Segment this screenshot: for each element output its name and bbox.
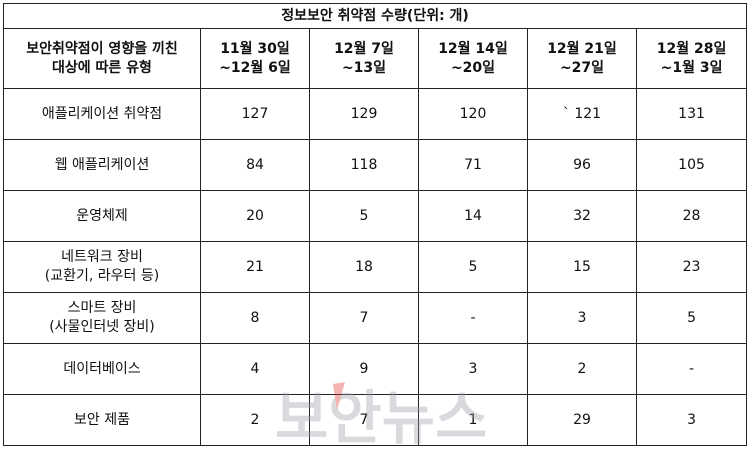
value-cell: 2 (200, 394, 310, 446)
value-cell: 3 (635, 394, 748, 446)
table-row: 보안 제품 2 7 1 29 3 (3, 394, 748, 446)
row-label-line: (교환기, 라우터 등) (44, 268, 160, 284)
value-cell: 127 (200, 88, 310, 140)
value-cell: 5 (418, 241, 528, 293)
value-cell: 9 (309, 343, 419, 395)
period-header: 11월 30일 ~12월 6일 (200, 28, 310, 89)
period-header: 12월 21일 ~27일 (527, 28, 637, 89)
value-cell: 7 (309, 394, 419, 446)
value-cell: 14 (418, 190, 528, 242)
value-cell: 131 (635, 88, 748, 140)
value-cell: 84 (200, 139, 310, 191)
table-row: 애플리케이션 취약점 127 129 120 ` 121 131 (3, 88, 748, 140)
value-cell: 3 (527, 292, 637, 344)
value-cell: 18 (309, 241, 419, 293)
value-cell: 1 (418, 394, 528, 446)
row-label: 스마트 장비 (사물인터넷 장비) (3, 292, 201, 344)
row-label-line: (사물인터넷 장비) (49, 319, 155, 335)
category-header-line: 대상에 따른 유형 (52, 59, 152, 76)
period-header-line: ~20일 (450, 59, 496, 76)
row-label: 네트워크 장비 (교환기, 라우터 등) (3, 241, 201, 293)
value-cell: 28 (635, 190, 748, 242)
value-cell: 4 (200, 343, 310, 395)
row-label: 운영체제 (3, 190, 201, 242)
value-cell: - (418, 292, 528, 344)
row-label-line: 웹 애플리케이션 (54, 156, 150, 173)
row-label-line: 보안 제품 (74, 411, 130, 428)
table-row: 운영체제 20 5 14 32 28 (3, 190, 748, 242)
category-header-line: 보안취약점이 영향을 끼친 (26, 40, 178, 57)
value-cell: 32 (527, 190, 637, 242)
value-cell: - (635, 343, 748, 395)
period-header: 12월 28일 ~1월 3일 (635, 28, 748, 89)
value-cell: 5 (309, 190, 419, 242)
value-cell: 96 (527, 139, 637, 191)
value-cell: 23 (635, 241, 748, 293)
period-header: 12월 7일 ~13일 (309, 28, 419, 89)
value-cell: 2 (527, 343, 637, 395)
row-label-line: 네트워크 장비 (61, 249, 143, 265)
row-label-line: 애플리케이션 취약점 (41, 105, 163, 122)
table-row: 데이터베이스 4 9 3 2- (3, 343, 748, 395)
category-header: 보안취약점이 영향을 끼친 대상에 따른 유형 (3, 28, 201, 89)
value-cell: 20 (200, 190, 310, 242)
value-cell: 29 (527, 394, 637, 446)
vulnerability-table: 정보보안 취약점 수량(단위: 개) 보안취약점이 영향을 끼친 대상에 따른 … (2, 3, 748, 446)
row-label-line: 운영체제 (76, 207, 128, 224)
value-cell: 118 (309, 139, 419, 191)
period-header: 12월 14일 ~20일 (418, 28, 528, 89)
table-body: 애플리케이션 취약점 127 129 120 ` 121 131 웹 애플리케이션 84 118… (3, 88, 748, 446)
period-header-line: ~1월 3일 (660, 59, 723, 76)
row-label: 웹 애플리케이션 (3, 139, 201, 191)
header-row: 보안취약점이 영향을 끼친 대상에 따른 유형 11월 30일 ~12월 6일 … (3, 28, 748, 89)
row-label-line: 데이터베이스 (63, 360, 141, 377)
value-cell: 71 (418, 139, 528, 191)
row-label-line: 스마트 장비 (67, 300, 137, 316)
period-header-line: ~27일 (559, 59, 605, 76)
table-row: 네트워크 장비 (교환기, 라우터 등) 21 18 5 15 23 (3, 241, 748, 293)
period-header-line: 12월 21일 (547, 40, 617, 57)
period-header-line: ~12월 6일 (219, 59, 291, 76)
row-label: 애플리케이션 취약점 (3, 88, 201, 140)
value-cell: 3 (418, 343, 528, 395)
value-cell: 21 (200, 241, 310, 293)
value-cell: 129 (309, 88, 419, 140)
value-cell: 120 (418, 88, 528, 140)
table-row: 웹 애플리케이션 84 118 71 96 105 (3, 139, 748, 191)
table-title: 정보보안 취약점 수량(단위: 개) (2, 3, 748, 29)
period-header-line: 12월 28일 (656, 40, 727, 57)
row-label: 보안 제품 (3, 394, 201, 446)
period-header-line: 12월 14일 (438, 40, 508, 57)
value-cell: ` 121 (527, 88, 637, 140)
value-cell: 8 (200, 292, 310, 344)
period-header-line: 11월 30일 (220, 40, 290, 57)
row-label: 데이터베이스 (3, 343, 201, 395)
table-row: 스마트 장비 (사물인터넷 장비) 8 7-3 5 (3, 292, 748, 344)
value-cell: 105 (635, 139, 748, 191)
value-cell: 15 (527, 241, 637, 293)
value-cell: 5 (635, 292, 748, 344)
period-header-line: 12월 7일 (334, 40, 394, 57)
period-header-line: ~13일 (341, 59, 387, 76)
value-cell: 7 (309, 292, 419, 344)
